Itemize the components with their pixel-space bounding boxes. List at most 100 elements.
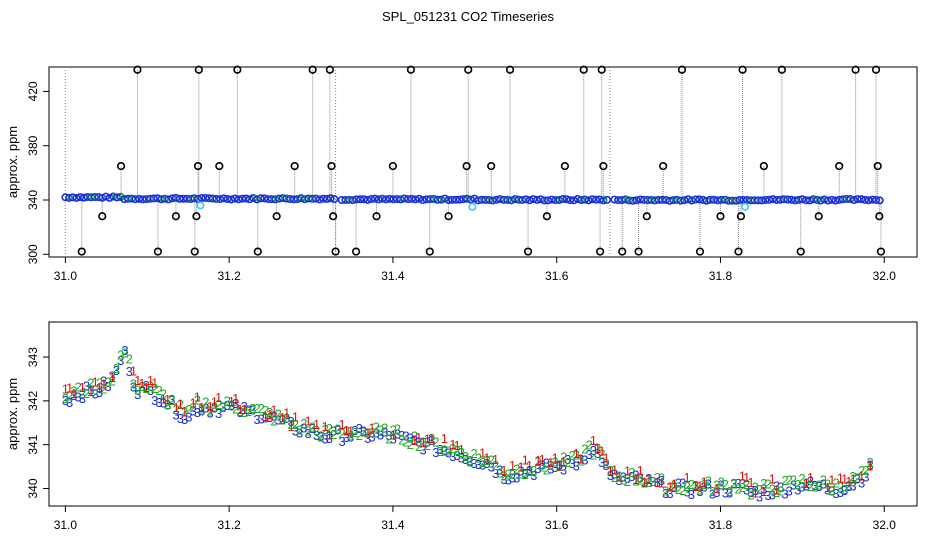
series-marker-1: 1 <box>747 475 754 490</box>
data-point <box>256 194 265 203</box>
series-marker-3: 3 <box>343 430 350 445</box>
series-marker-2: 2 <box>658 471 665 486</box>
series-marker-3: 3 <box>92 386 99 401</box>
series-marker-2: 2 <box>679 483 686 498</box>
series-marker-3: 3 <box>675 476 682 491</box>
plot-frame <box>48 66 918 258</box>
series-marker-1: 1 <box>632 472 639 487</box>
data-point <box>356 195 365 204</box>
outlier-point <box>133 65 142 74</box>
x-tick-label: 31.4 <box>381 269 405 283</box>
series-marker-2: 2 <box>786 473 793 488</box>
series-marker-3: 3 <box>236 405 243 420</box>
series-marker-3: 3 <box>215 406 222 421</box>
series-marker-2: 2 <box>147 378 154 393</box>
data-point <box>323 194 332 203</box>
series-marker-1: 1 <box>637 463 644 478</box>
outlier-point <box>253 247 262 256</box>
series-marker-2: 2 <box>777 484 784 499</box>
data-point <box>455 195 464 204</box>
series-marker-1: 1 <box>92 374 99 389</box>
outlier-point <box>876 247 886 256</box>
series-marker-3: 3 <box>824 482 831 497</box>
series-marker-1: 1 <box>283 405 290 420</box>
outlier-point <box>579 65 588 74</box>
series-marker-3: 3 <box>185 410 192 425</box>
series-marker-2: 2 <box>253 401 260 416</box>
series-marker-2: 2 <box>330 427 337 442</box>
series-marker-3: 3 <box>568 456 575 471</box>
series-marker-3: 3 <box>211 400 218 415</box>
series-marker-2: 2 <box>858 463 865 478</box>
series-marker-2: 2 <box>215 397 222 412</box>
y-tick-label: 420 <box>26 81 40 101</box>
series-marker-2: 2 <box>530 463 537 478</box>
data-point <box>286 195 295 204</box>
series-marker-3: 3 <box>334 423 341 438</box>
series-marker-2: 2 <box>454 443 461 458</box>
data-point <box>363 195 372 204</box>
series-marker-3: 3 <box>815 479 822 494</box>
y-tick-label: 342 <box>26 391 40 411</box>
series-marker-2: 2 <box>292 417 299 432</box>
series-marker-3: 3 <box>356 421 363 436</box>
series-marker-1: 1 <box>211 394 218 409</box>
series-marker-3: 3 <box>658 473 665 488</box>
series-marker-2: 2 <box>867 455 874 470</box>
data-point <box>164 195 173 204</box>
series-marker-2: 2 <box>568 448 575 463</box>
series-marker-2: 2 <box>862 463 869 478</box>
series-marker-3: 3 <box>739 476 746 491</box>
series-marker-2: 2 <box>270 414 277 429</box>
series-marker-2: 2 <box>632 473 639 488</box>
series-marker-1: 1 <box>368 421 375 436</box>
series-marker-2: 2 <box>232 402 239 417</box>
series-marker-3: 3 <box>764 488 771 503</box>
series-marker-3: 3 <box>181 412 188 427</box>
data-point <box>194 195 203 204</box>
data-point <box>872 195 881 204</box>
data-point <box>241 194 250 203</box>
series-marker-3: 3 <box>304 426 311 441</box>
series-marker-1: 1 <box>441 431 448 446</box>
series-marker-2: 2 <box>837 479 844 494</box>
series-marker-1: 1 <box>304 413 311 428</box>
data-point <box>378 194 387 203</box>
series-marker-2: 2 <box>249 401 256 416</box>
series-marker-2: 2 <box>590 448 597 463</box>
outlier-point <box>736 212 746 221</box>
series-marker-2: 2 <box>773 485 780 500</box>
series-marker-3: 3 <box>564 452 571 467</box>
data-point <box>875 196 884 205</box>
series-marker-3: 3 <box>373 425 380 440</box>
y-axis-label: approx. ppm <box>5 378 20 450</box>
series-marker-2: 2 <box>334 422 341 437</box>
x-tick-label: 32.0 <box>873 518 897 532</box>
series-marker-1: 1 <box>615 469 622 484</box>
series-marker-3: 3 <box>207 405 214 420</box>
series-marker-1: 1 <box>279 410 286 425</box>
data-point <box>824 196 833 205</box>
series-marker-1: 1 <box>147 373 154 388</box>
series-marker-3: 3 <box>718 478 725 493</box>
series-marker-3: 3 <box>777 479 784 494</box>
series-marker-3: 3 <box>760 481 767 496</box>
series-marker-3: 3 <box>368 429 375 444</box>
series-marker-2: 2 <box>428 431 435 446</box>
data-point <box>135 194 144 203</box>
series-marker-2: 2 <box>841 482 848 497</box>
y-tick-label: 340 <box>26 190 40 210</box>
series-marker-1: 1 <box>837 470 844 485</box>
series-marker-1: 1 <box>713 481 720 496</box>
data-point <box>400 194 409 203</box>
series-marker-2: 2 <box>551 454 558 469</box>
data-point <box>201 193 210 202</box>
series-marker-3: 3 <box>773 478 780 493</box>
series-marker-1: 1 <box>692 479 699 494</box>
series-marker-1: 1 <box>343 423 350 438</box>
series-marker-1: 1 <box>573 446 580 461</box>
series-marker-2: 2 <box>211 400 218 415</box>
series-marker-2: 2 <box>547 458 554 473</box>
data-point <box>592 195 601 204</box>
series-marker-3: 3 <box>475 457 482 472</box>
